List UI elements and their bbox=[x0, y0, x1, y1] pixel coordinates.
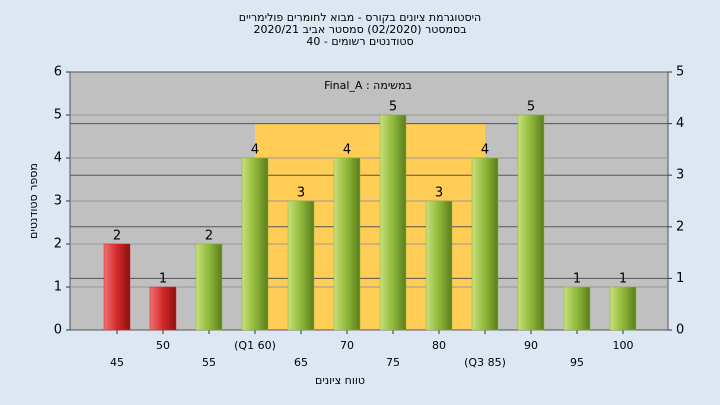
value-label: 3 bbox=[297, 186, 305, 201]
bar bbox=[287, 200, 315, 331]
x-tick-label: (Q1 60) bbox=[234, 339, 276, 352]
y-axis-label: מספר סטודנטים bbox=[27, 163, 40, 239]
value-label: 4 bbox=[481, 143, 489, 158]
bar bbox=[609, 286, 637, 331]
x-tick-label: 50 bbox=[156, 339, 170, 352]
value-label: 1 bbox=[619, 272, 627, 287]
title-line: בסמסטר (02/2020) סמסטר אביב 2020/21 bbox=[253, 23, 466, 36]
y2-tick-label: 2 bbox=[676, 219, 684, 234]
value-label: 5 bbox=[389, 100, 397, 115]
bar bbox=[379, 114, 407, 331]
y2-tick-label: 4 bbox=[676, 116, 684, 131]
x-tick-label: 80 bbox=[432, 339, 446, 352]
x-tick-label: 90 bbox=[524, 339, 538, 352]
y-tick-label: 4 bbox=[54, 151, 62, 166]
x-tick-label: (Q3 85) bbox=[464, 356, 506, 369]
x-tick-label: 70 bbox=[340, 339, 354, 352]
annotation: במשימה : Final_A bbox=[324, 79, 412, 92]
value-label: 2 bbox=[113, 229, 121, 244]
x-tick-label: 100 bbox=[613, 339, 634, 352]
title-line: סטודנטים רשומים - 40 bbox=[306, 35, 413, 48]
x-axis-label: טווח ציונים bbox=[315, 374, 365, 387]
x-tick-label: 65 bbox=[294, 356, 308, 369]
y2-tick-label: 0 bbox=[676, 323, 684, 338]
y-tick-label: 1 bbox=[54, 280, 62, 295]
bar bbox=[103, 243, 131, 331]
bar bbox=[425, 200, 453, 331]
value-label: 5 bbox=[527, 100, 535, 115]
value-label: 4 bbox=[251, 143, 259, 158]
value-label: 1 bbox=[573, 272, 581, 287]
bar bbox=[333, 157, 361, 331]
x-tick-label: 45 bbox=[110, 356, 124, 369]
value-label: 2 bbox=[205, 229, 213, 244]
y-tick-label: 3 bbox=[54, 194, 62, 209]
y-tick-label: 2 bbox=[54, 237, 62, 252]
bar bbox=[471, 157, 499, 331]
y-tick-label: 0 bbox=[54, 323, 62, 338]
y-tick-label: 5 bbox=[54, 108, 62, 123]
bar bbox=[241, 157, 269, 331]
value-label: 3 bbox=[435, 186, 443, 201]
y-tick-label: 6 bbox=[54, 65, 62, 80]
y2-tick-label: 5 bbox=[676, 65, 684, 80]
bar bbox=[195, 243, 223, 331]
y2-tick-label: 1 bbox=[676, 271, 684, 286]
value-label: 1 bbox=[159, 272, 167, 287]
x-tick-label: 75 bbox=[386, 356, 400, 369]
bar bbox=[517, 114, 545, 331]
title-line: היסטוגרמת ציונים בקורס - מבוא לחומרים פו… bbox=[239, 11, 482, 24]
bar bbox=[149, 286, 177, 331]
x-tick-label: 55 bbox=[202, 356, 216, 369]
x-tick-label: 95 bbox=[570, 356, 584, 369]
bar bbox=[563, 286, 591, 331]
y2-tick-label: 3 bbox=[676, 168, 684, 183]
value-label: 4 bbox=[343, 143, 351, 158]
